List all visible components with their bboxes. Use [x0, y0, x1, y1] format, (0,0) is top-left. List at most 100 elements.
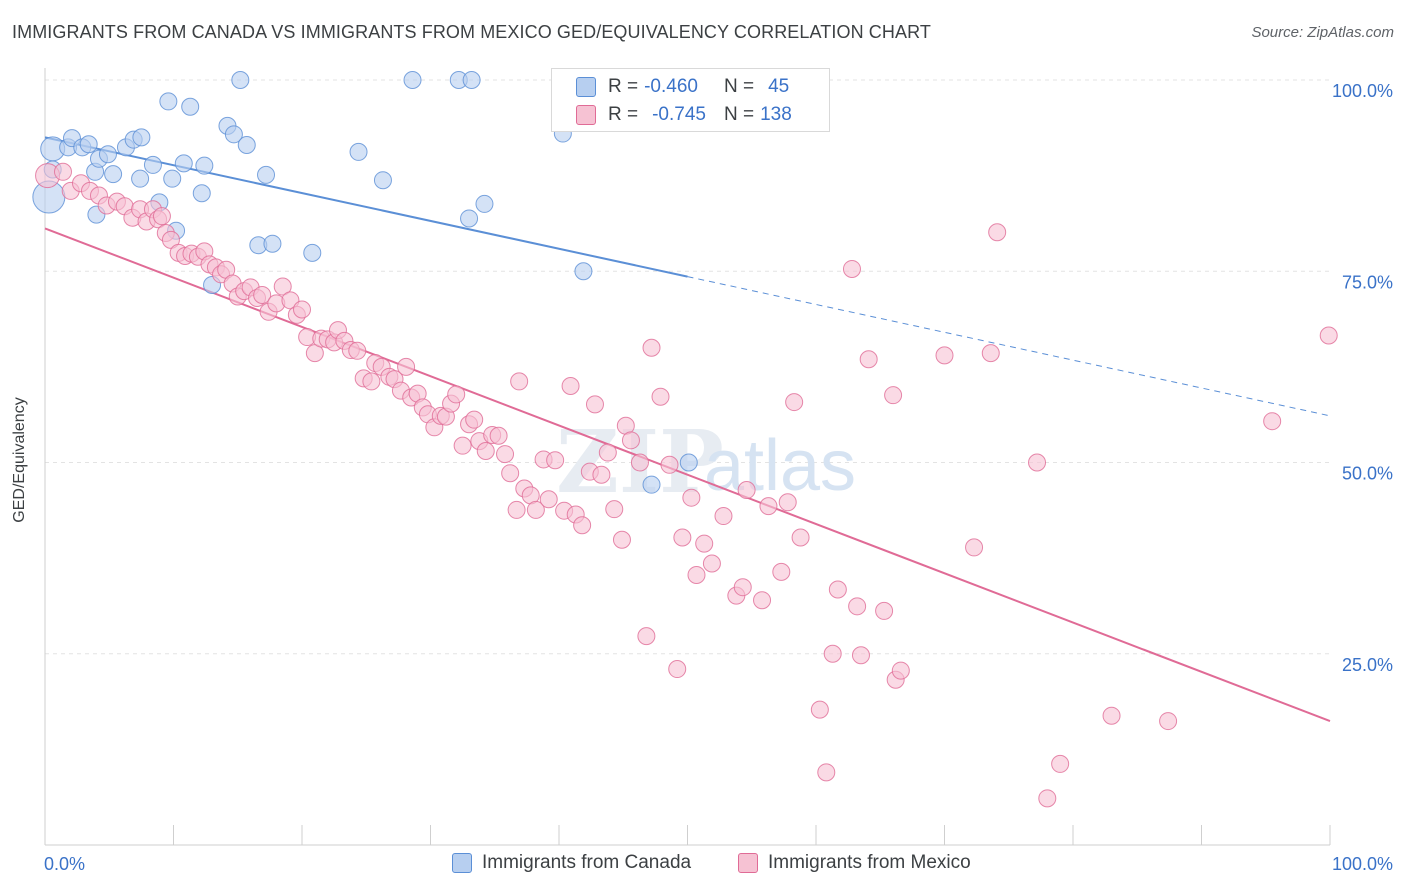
- x-tick-label: 100.0%: [1332, 854, 1393, 874]
- data-point: [462, 71, 481, 89]
- data-point: [132, 128, 151, 147]
- data-point: [293, 300, 311, 319]
- mexico-swatch: [738, 853, 758, 873]
- data-point: [785, 393, 804, 412]
- data-point: [988, 223, 1007, 242]
- data-point: [163, 169, 182, 188]
- data-point: [668, 660, 687, 679]
- data-point: [348, 341, 367, 360]
- data-point: [143, 155, 162, 174]
- data-point: [349, 142, 368, 161]
- data-point: [679, 453, 698, 472]
- data-point: [605, 500, 624, 519]
- data-point: [848, 597, 867, 616]
- data-point: [714, 507, 733, 526]
- data-point: [651, 387, 670, 406]
- data-point: [733, 578, 752, 597]
- watermark-text: atlas: [704, 426, 856, 506]
- data-point: [687, 565, 706, 584]
- data-point: [1038, 789, 1057, 808]
- data-point: [612, 530, 631, 549]
- data-point: [104, 165, 123, 184]
- data-point: [673, 528, 692, 547]
- r-value-canada: -0.460: [644, 76, 698, 97]
- n-value-mexico: 138: [760, 104, 792, 125]
- stats-row-canada: R = -0.460 N = 45: [552, 72, 789, 102]
- data-point: [823, 644, 842, 663]
- data-point: [1028, 453, 1047, 472]
- data-point: [875, 601, 894, 620]
- canada-swatch: [576, 77, 596, 97]
- data-point: [935, 346, 954, 365]
- data-point: [526, 500, 545, 519]
- data-point: [403, 71, 422, 89]
- data-point: [231, 71, 250, 89]
- grid-lines: [45, 79, 1330, 655]
- data-point: [585, 395, 604, 414]
- data-point: [192, 184, 211, 203]
- tick-labels: 25.0% 50.0% 75.0% 100.0% 0.0% 100.0%: [44, 81, 1393, 874]
- r-value-mexico: -0.745: [652, 104, 706, 125]
- data-point: [181, 97, 200, 116]
- data-point: [1319, 326, 1338, 345]
- data-point: [475, 194, 494, 213]
- y-tick-label: 50.0%: [1342, 464, 1393, 484]
- data-point: [257, 165, 276, 184]
- data-point: [546, 451, 565, 470]
- stats-row-mexico: R = -0.745 N = 138: [552, 100, 792, 130]
- data-point: [53, 162, 72, 181]
- data-point: [630, 453, 649, 472]
- data-point: [1051, 754, 1070, 773]
- data-point: [621, 431, 640, 450]
- data-point: [1263, 412, 1282, 431]
- legend-label-canada: Immigrants from Canada: [482, 852, 692, 873]
- data-point: [397, 357, 416, 376]
- data-point: [510, 372, 529, 391]
- r-label: R =: [608, 104, 639, 125]
- trend-line: [44, 227, 1331, 723]
- data-point: [263, 234, 282, 253]
- r-label: R =: [608, 76, 639, 97]
- x-tick-label: 0.0%: [44, 854, 85, 874]
- data-point: [637, 627, 656, 646]
- y-axis-label: GED/Equivalency: [11, 397, 28, 523]
- data-point: [362, 372, 381, 391]
- data-point: [224, 125, 243, 144]
- data-point: [965, 538, 984, 557]
- stats-legend: R = -0.460 N = 45 R = -0.745 N = 138: [551, 68, 830, 132]
- data-point: [447, 385, 466, 404]
- data-point: [598, 443, 617, 462]
- data-point: [759, 497, 778, 516]
- data-point: [884, 386, 903, 405]
- data-point: [778, 493, 797, 512]
- data-point: [373, 171, 392, 190]
- data-point: [273, 277, 292, 296]
- y-tick-label: 100.0%: [1332, 81, 1393, 101]
- trend-line-extension: [687, 276, 1331, 417]
- data-point: [561, 377, 580, 395]
- data-point: [660, 455, 679, 474]
- data-point: [574, 262, 593, 281]
- data-point: [152, 207, 171, 226]
- data-point: [981, 344, 1000, 363]
- data-point: [1159, 712, 1178, 731]
- data-point: [702, 554, 721, 573]
- y-tick-label: 75.0%: [1342, 272, 1393, 292]
- n-label: N =: [723, 104, 755, 125]
- legend-item-mexico: Immigrants from Mexico: [738, 852, 971, 874]
- data-point: [507, 500, 526, 519]
- data-point: [453, 436, 472, 455]
- data-point: [237, 136, 256, 155]
- legend-label-mexico: Immigrants from Mexico: [768, 852, 971, 873]
- data-points: [32, 71, 1338, 808]
- data-point: [465, 410, 484, 429]
- data-point: [891, 661, 910, 680]
- mexico-swatch: [576, 105, 596, 125]
- data-point: [489, 426, 508, 445]
- series-legend: Immigrants from Canada Immigrants from M…: [0, 852, 1406, 878]
- data-point: [131, 169, 150, 188]
- data-point: [496, 445, 515, 464]
- data-point: [682, 488, 701, 507]
